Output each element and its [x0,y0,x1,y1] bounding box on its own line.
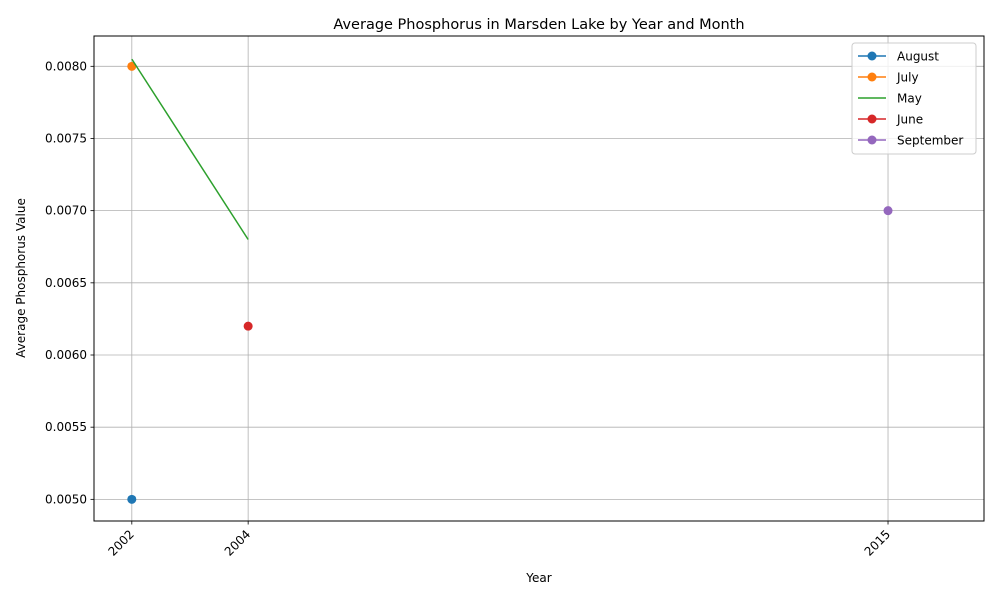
legend-marker-june [867,114,877,124]
legend-marker-august [867,51,877,61]
legend: August July May June September [851,42,977,155]
x-axis-title: Year [525,571,551,585]
y-tick-label: 0.0070 [45,204,87,218]
data-point-august [127,494,137,504]
legend-box [851,42,977,155]
data-point-june [243,321,253,331]
legend-label-september: September [897,134,963,148]
legend-label-may: May [897,92,922,106]
y-tick-label: 0.0050 [45,492,87,506]
y-tick-label: 0.0080 [45,59,87,73]
grid [94,36,984,521]
data-point-september [883,206,893,216]
series-layer [127,58,893,504]
legend-label-july: July [896,71,919,85]
y-tick-label: 0.0075 [45,131,87,145]
y-axis-title: Average Phosphorus Value [14,198,28,358]
y-tick-label: 0.0065 [45,276,87,290]
plot-area-frame [93,35,985,522]
series-line-may [131,58,249,240]
y-tick-label: 0.0055 [45,420,87,434]
legend-label-june: June [896,113,923,127]
data-point-july [127,61,137,71]
y-tick-label: 0.0060 [45,348,87,362]
legend-marker-july [867,72,877,82]
chart-title: Average Phosphorus in Marsden Lake by Ye… [333,17,744,33]
legend-marker-september [867,135,877,145]
legend-label-august: August [897,50,939,64]
